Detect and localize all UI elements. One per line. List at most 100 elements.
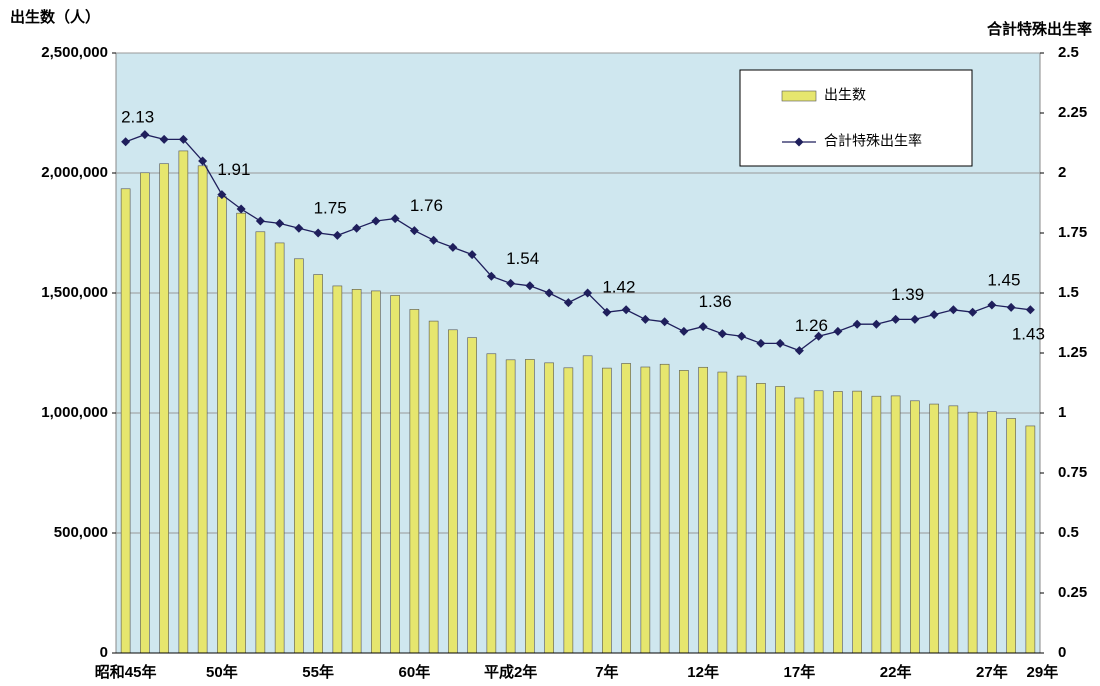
- marker: [467, 250, 477, 260]
- bar: [467, 337, 477, 654]
- y2-tick-label: 1: [1058, 404, 1066, 421]
- x-tick-label: 17年: [784, 663, 816, 681]
- x-tick-label: 27年: [976, 663, 1008, 681]
- marker: [948, 305, 958, 315]
- marker: [275, 218, 285, 228]
- x-tick-label: 29年: [1027, 663, 1059, 681]
- data-label: 1.91: [217, 160, 250, 179]
- legend-label: 合計特殊出生率: [824, 133, 922, 149]
- marker: [891, 314, 901, 324]
- bar: [486, 353, 497, 654]
- marker: [506, 278, 516, 288]
- bar: [428, 320, 439, 654]
- y2-tick-label: 2.25: [1058, 104, 1087, 121]
- bar: [544, 362, 554, 654]
- marker: [698, 322, 708, 332]
- y2-tick-label: 1.5: [1058, 284, 1079, 301]
- bar: [967, 411, 978, 654]
- x-tick-label: 22年: [880, 663, 912, 681]
- y2-axis-title: 合計特殊出生率: [986, 20, 1092, 38]
- marker: [910, 314, 920, 324]
- data-label: 1.45: [987, 270, 1020, 289]
- bar: [736, 375, 747, 654]
- marker: [852, 319, 862, 329]
- bar: [274, 242, 285, 654]
- data-label: 1.43: [1012, 324, 1045, 343]
- y2-tick-label: 2: [1058, 164, 1066, 181]
- data-label: 1.76: [410, 196, 443, 215]
- data-label: 1.75: [314, 198, 347, 217]
- legend-marker: [794, 137, 804, 147]
- marker: [602, 307, 612, 317]
- marker: [371, 216, 381, 226]
- bar: [813, 390, 824, 654]
- bar: [448, 329, 458, 654]
- y2-tick-label: 0.25: [1058, 584, 1087, 601]
- bar: [910, 400, 920, 654]
- bar: [871, 395, 882, 654]
- bar: [351, 289, 362, 654]
- bar: [525, 359, 535, 654]
- marker: [159, 134, 169, 144]
- bar: [987, 411, 997, 654]
- marker: [486, 271, 496, 281]
- marker: [121, 137, 131, 147]
- x-tick-label: 50年: [206, 663, 238, 681]
- marker: [968, 307, 978, 317]
- y2-tick-label: 0.5: [1058, 524, 1079, 541]
- marker: [563, 298, 573, 308]
- marker: [429, 235, 439, 245]
- bar: [833, 391, 843, 654]
- y2-tick-label: 0.75: [1058, 464, 1087, 481]
- marker: [640, 314, 650, 324]
- bar: [948, 405, 959, 654]
- bar: [659, 363, 670, 654]
- bar: [294, 258, 304, 654]
- bar: [775, 386, 785, 654]
- marker: [1006, 302, 1016, 312]
- legend-swatch: [781, 90, 817, 102]
- marker: [756, 338, 766, 348]
- data-label: 2.13: [121, 107, 154, 126]
- x-tick-label: 55年: [302, 663, 334, 681]
- bar: [890, 395, 901, 654]
- bar: [217, 196, 227, 654]
- bar: [717, 371, 728, 654]
- marker: [1025, 305, 1035, 315]
- x-tick-label: 7年: [595, 663, 618, 681]
- data-label: 1.42: [602, 278, 635, 297]
- y-axis-title: 出生数（人）: [10, 8, 100, 26]
- marker: [794, 346, 804, 356]
- bar: [236, 212, 246, 654]
- y-tick-label: 1,500,000: [41, 284, 108, 301]
- y2-tick-label: 1.25: [1058, 344, 1087, 361]
- bar: [679, 370, 689, 654]
- marker: [929, 310, 939, 320]
- bar: [929, 403, 939, 654]
- marker: [313, 228, 323, 238]
- marker: [621, 305, 631, 315]
- marker: [140, 130, 150, 140]
- bar: [640, 366, 651, 654]
- marker: [236, 204, 246, 214]
- data-label: 1.36: [699, 292, 732, 311]
- bar: [332, 285, 343, 654]
- marker: [737, 331, 747, 341]
- marker: [294, 223, 304, 233]
- bar: [255, 231, 266, 654]
- bar: [602, 367, 612, 654]
- data-label: 1.54: [506, 249, 539, 268]
- bar: [1006, 418, 1016, 654]
- x-tick-label: 60年: [399, 663, 431, 681]
- bar: [390, 295, 400, 654]
- marker: [198, 156, 208, 166]
- marker: [409, 226, 419, 236]
- x-tick-label: 12年: [687, 663, 719, 681]
- bar: [698, 366, 708, 654]
- bar: [756, 383, 766, 654]
- marker: [814, 331, 824, 341]
- bar: [1025, 425, 1036, 654]
- data-label: 1.39: [891, 285, 924, 304]
- marker: [352, 223, 362, 233]
